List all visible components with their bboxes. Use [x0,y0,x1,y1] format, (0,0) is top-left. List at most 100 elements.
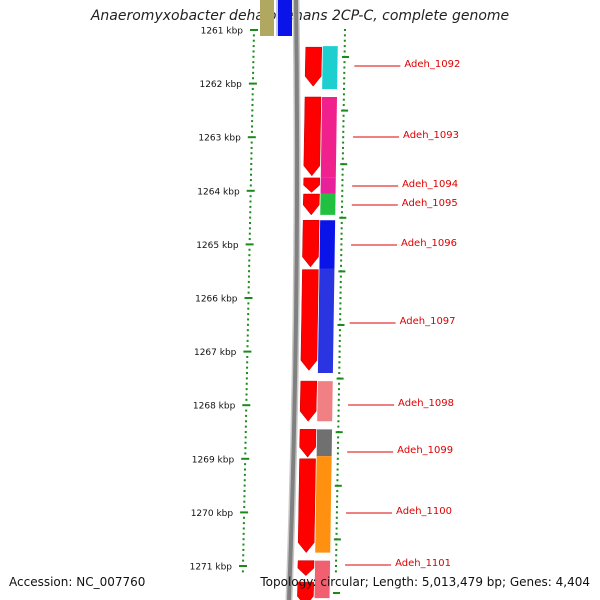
minor-tick [246,345,249,348]
right-minor-tick [338,334,341,337]
gene-label: Adeh_1094 [402,179,458,190]
gene-block [315,456,332,553]
right-minor-tick [341,205,344,208]
minor-tick [243,473,246,476]
right-minor-tick [343,55,346,58]
minor-tick [242,538,245,541]
minor-tick [249,179,252,182]
right-minor-tick [336,473,339,476]
right-minor-tick [340,259,343,262]
gene-label: Adeh_1101 [395,558,451,569]
right-minor-tick [335,538,338,541]
right-minor-tick [341,179,344,182]
minor-tick [248,232,251,235]
minor-tick [251,109,254,112]
minor-tick [250,173,253,176]
right-minor-tick [338,339,341,342]
minor-tick [250,157,253,160]
partial-gene-blue [278,0,292,36]
right-minor-tick [343,82,346,85]
minor-tick [252,61,255,64]
right-minor-tick [335,516,338,519]
right-minor-tick [339,270,342,273]
minor-tick [247,286,250,289]
minor-tick [249,205,252,208]
right-minor-tick [336,484,339,487]
right-minor-tick [339,275,342,278]
kbp-tick-label: 1264 kbp [197,187,240,197]
minor-tick [249,195,252,198]
right-minor-tick [336,452,339,455]
minor-tick [249,200,252,203]
gene-label: Adeh_1092 [404,59,460,70]
minor-tick [252,50,255,53]
topology-text: Topology: circular; Length: 5,013,479 bp… [260,575,590,589]
minor-tick [252,55,255,58]
right-minor-tick [335,527,338,530]
minor-tick [243,489,246,492]
right-minor-tick [339,307,342,310]
minor-tick [250,168,253,171]
kbp-tick-label: 1263 kbp [198,134,241,144]
right-minor-tick [339,302,342,305]
right-minor-tick [342,136,345,139]
minor-tick [248,259,251,262]
minor-tick [246,339,249,342]
right-minor-tick [335,543,338,546]
minor-tick [249,184,252,187]
gene-label: Adeh_1097 [400,316,456,327]
right-minor-tick [341,200,344,203]
minor-tick [245,377,248,380]
minor-tick [242,548,245,551]
right-minor-tick [338,361,341,364]
forward-gene-arrow [299,380,318,422]
right-minor-tick [338,355,341,358]
minor-tick [250,130,253,133]
gene-label: Adeh_1099 [397,445,453,456]
minor-tick [245,398,248,401]
right-minor-tick [337,441,340,444]
minor-tick [243,484,246,487]
minor-tick [241,570,244,573]
gene-block [319,220,336,269]
right-minor-tick [337,398,340,401]
right-minor-tick [341,173,344,176]
forward-gene-arrow [304,46,322,87]
minor-tick [244,452,247,455]
right-minor-tick [342,114,345,117]
minor-tick [244,425,247,428]
gene-label: Adeh_1093 [403,130,459,141]
minor-tick [251,120,254,123]
minor-tick [242,532,245,535]
right-minor-tick [337,436,340,439]
right-minor-tick [336,489,339,492]
partial-gene-lavender [276,0,278,36]
right-minor-tick [338,366,341,369]
minor-tick [248,248,251,251]
minor-tick [242,527,245,530]
right-minor-tick [340,243,343,246]
right-minor-tick [336,500,339,503]
right-minor-tick [336,479,339,482]
right-minor-tick [342,98,345,101]
right-minor-tick [337,409,340,412]
right-minor-tick [340,211,343,214]
minor-tick [250,141,253,144]
right-minor-tick [336,463,339,466]
right-minor-tick [342,104,345,107]
gene-label: Adeh_1095 [402,198,458,209]
partial-gene-khaki [260,0,274,36]
minor-tick [247,318,250,321]
minor-tick [245,382,248,385]
minor-tick [244,463,247,466]
right-minor-tick [337,420,340,423]
right-minor-tick [335,559,338,562]
minor-tick [248,227,251,230]
kbp-tick-label: 1267 kbp [194,348,237,358]
gene-block [322,46,338,89]
gene-label: Adeh_1098 [398,398,454,409]
right-minor-tick [334,570,337,573]
minor-tick [242,554,245,557]
minor-tick [244,436,247,439]
